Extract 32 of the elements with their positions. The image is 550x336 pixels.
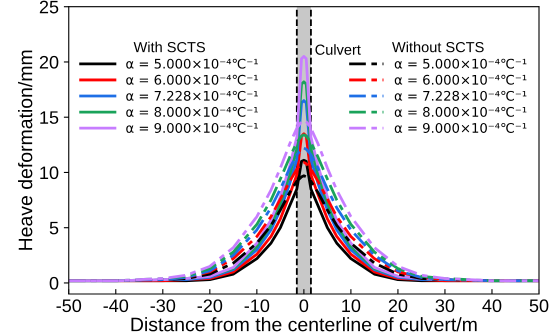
x-axis-title: Distance from the centerline of culvert/m <box>131 317 477 332</box>
legend-label: α = 9.000×10⁻⁴℃⁻¹ <box>126 122 258 133</box>
x-tick-label: 20 <box>388 299 408 312</box>
legend-label: α = 5.000×10⁻⁴℃⁻¹ <box>126 58 258 69</box>
y-tick-label: 5 <box>50 222 58 234</box>
x-tick-label: -40 <box>104 299 128 312</box>
y-axis-title: Heave deformation/mm <box>18 50 32 250</box>
x-tick-label: 10 <box>342 299 360 312</box>
legend-label: α = 9.000×10⁻⁴℃⁻¹ <box>394 122 526 133</box>
legend-label: α = 8.000×10⁻⁴℃⁻¹ <box>394 106 526 117</box>
x-tick-label: 0 <box>300 299 308 312</box>
y-tick-label: 10 <box>40 166 58 180</box>
annotation: Without SCTS <box>392 42 484 52</box>
x-tick-label: -50 <box>56 299 82 312</box>
legend-label: α = 8.000×10⁻⁴℃⁻¹ <box>126 106 258 117</box>
legend-label: α = 6.000×10⁻⁴℃⁻¹ <box>394 74 526 85</box>
x-tick-label: -10 <box>244 299 270 312</box>
x-tick-label: -30 <box>150 299 176 312</box>
legend-label: α = 7.228×10⁻⁴℃⁻¹ <box>126 90 258 101</box>
x-tick-label: 40 <box>482 299 502 312</box>
y-tick-label: 25 <box>40 0 58 14</box>
legend-label: α = 7.228×10⁻⁴℃⁻¹ <box>394 90 526 101</box>
x-tick-label: 50 <box>530 299 548 312</box>
x-tick-label: 30 <box>436 299 454 312</box>
y-tick-label: 0 <box>50 276 58 290</box>
x-tick-label: -20 <box>198 299 222 312</box>
annotation: With SCTS <box>134 42 205 52</box>
legend-label: α = 6.000×10⁻⁴℃⁻¹ <box>126 74 258 85</box>
band-label: Culvert <box>315 44 361 55</box>
y-tick-label: 20 <box>40 56 58 69</box>
legend-label: α = 5.000×10⁻⁴℃⁻¹ <box>394 58 526 69</box>
y-tick-label: 15 <box>40 111 58 124</box>
